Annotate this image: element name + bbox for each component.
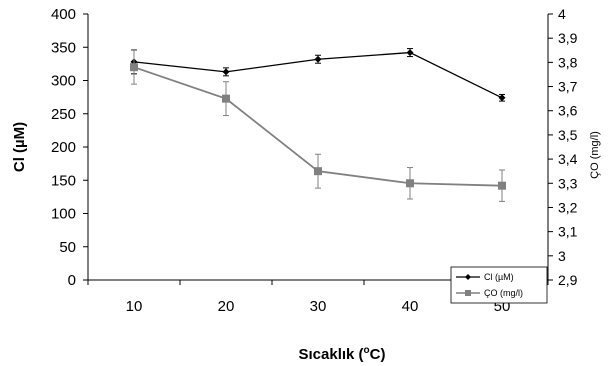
y-axis-title-right: ÇO (mg/l) [589, 131, 601, 179]
y-tick-label-left: 0 [68, 272, 76, 289]
y-tick-label-left: 150 [51, 172, 76, 189]
data-point-co [498, 181, 506, 190]
legend-marker-cl [465, 274, 471, 280]
y-tick-label-right: 3,9 [558, 30, 578, 46]
y-tick-label-left: 250 [51, 106, 76, 123]
y-tick-label-left: 300 [51, 73, 76, 90]
y-tick-label-right: 3,3 [558, 175, 578, 191]
y-tick-label-right: 3,2 [558, 199, 578, 215]
y-tick-label-left: 400 [51, 6, 76, 23]
data-point-cl [498, 94, 506, 102]
data-point-cl [406, 49, 414, 57]
legend-marker-co [465, 290, 471, 296]
x-tick-label: 30 [310, 298, 327, 315]
legend: Cl (µM) ÇO (mg/l) [450, 266, 548, 304]
y-tick-label-right: 3,6 [558, 103, 578, 119]
axes [87, 14, 549, 281]
ticks: 0 50 100 150 200 250 300 350 400 2,9 3 3,1 3,2 3,3 3,4… [51, 6, 578, 315]
data-point-cl [314, 55, 322, 63]
data-point-co [130, 63, 138, 72]
x-tick-label: 20 [218, 298, 235, 315]
data-point-co [222, 94, 230, 103]
x-tick-label: 10 [126, 298, 143, 315]
data-point-cl [222, 68, 230, 76]
x-axis-title-sup: o [364, 345, 370, 356]
y-tick-label-right: 3,1 [558, 224, 578, 240]
x-tick-label: 40 [402, 298, 419, 315]
x-axis-title: Sıcaklık (oC) [299, 345, 386, 363]
data-point-co [314, 167, 322, 176]
y-axis-title-left: Cl (µM) [11, 122, 28, 172]
series-layer [130, 48, 506, 202]
y-tick-label-left: 50 [59, 239, 76, 256]
y-tick-label-right: 4 [558, 6, 566, 22]
y-tick-label-right: 3,8 [558, 54, 578, 70]
x-axis-title-main: Sıcaklık ( [299, 346, 364, 363]
y-tick-label-left: 100 [51, 206, 76, 223]
data-point-co [406, 179, 414, 188]
y-tick-label-right: 3,7 [558, 79, 578, 95]
legend-label-co: ÇO (mg/l) [484, 288, 523, 298]
y-tick-label-right: 3 [558, 248, 566, 264]
y-tick-label-left: 350 [51, 39, 76, 56]
y-tick-label-right: 3,5 [558, 127, 578, 143]
y-tick-label-right: 3,4 [558, 151, 578, 167]
x-axis-title-end: C) [370, 346, 386, 363]
legend-label-cl: Cl (µM) [484, 272, 514, 282]
y-tick-label-left: 200 [51, 139, 76, 156]
legend-box [450, 266, 548, 304]
y-tick-label-right: 2,9 [558, 272, 578, 288]
